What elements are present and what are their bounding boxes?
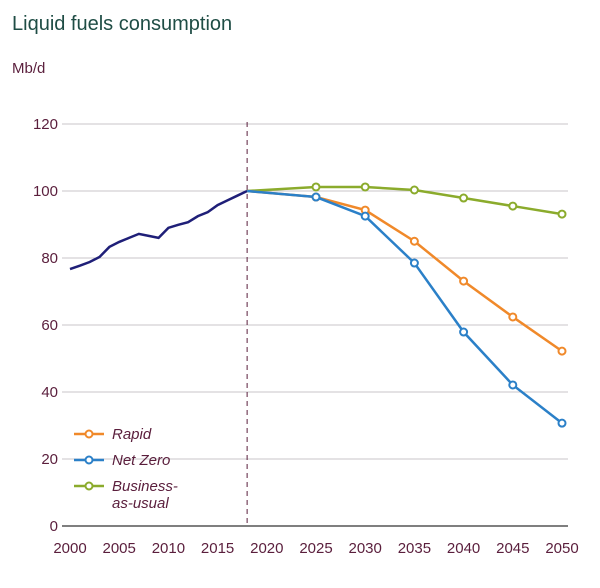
y-tick-label: 80 (41, 250, 58, 267)
data-point (360, 211, 370, 221)
historical-line (69, 189, 248, 271)
legend-label: as-usual (112, 495, 169, 512)
x-tick-label: 2030 (349, 540, 382, 557)
y-tick-label: 100 (33, 183, 58, 200)
x-tick-label: 2000 (53, 540, 86, 557)
series-line (247, 189, 563, 353)
legend-label: Net Zero (112, 452, 170, 469)
chart-title: Liquid fuels consumption (12, 13, 233, 35)
data-point (508, 380, 518, 390)
legend-marker (84, 429, 94, 439)
x-tick-label: 2005 (103, 540, 136, 557)
data-point (557, 209, 567, 219)
x-tick-label: 2045 (496, 540, 529, 557)
x-tick-label: 2035 (398, 540, 431, 557)
x-tick-label: 2025 (299, 540, 332, 557)
data-point (459, 193, 469, 203)
data-point (409, 236, 419, 246)
x-tick-label: 2040 (447, 540, 480, 557)
data-point (459, 327, 469, 337)
y-axis-label: Mb/d (12, 60, 46, 77)
data-point (508, 201, 518, 211)
legend-label: Business- (112, 478, 178, 495)
x-tick-label: 2050 (545, 540, 578, 557)
y-tick-label: 0 (50, 518, 58, 535)
y-tick-label: 20 (41, 451, 58, 468)
data-point (409, 185, 419, 195)
data-point (409, 258, 419, 268)
y-tick-label: 120 (33, 116, 58, 133)
data-point (459, 276, 469, 286)
legend-label: Rapid (112, 426, 152, 443)
x-tick-label: 2020 (250, 540, 283, 557)
data-point (557, 418, 567, 428)
data-point (311, 182, 321, 192)
legend-marker (84, 481, 94, 491)
data-point (557, 346, 567, 356)
legend-marker (84, 455, 94, 465)
y-tick-label: 60 (41, 317, 58, 334)
data-point (311, 192, 321, 202)
data-point (508, 312, 518, 322)
y-tick-label: 40 (41, 384, 58, 401)
x-tick-label: 2015 (201, 540, 234, 557)
data-point (360, 182, 370, 192)
x-tick-label: 2010 (152, 540, 185, 557)
